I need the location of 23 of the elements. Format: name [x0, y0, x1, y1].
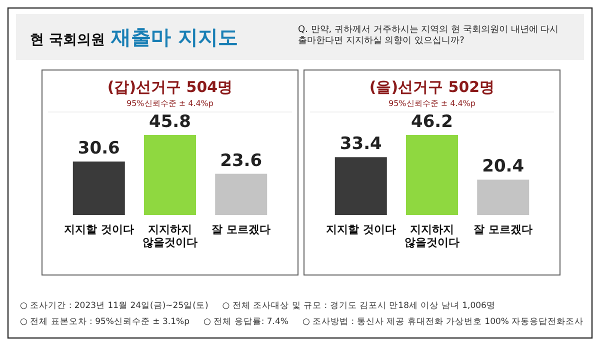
x-tick-label: 잘 모르겠다 [474, 223, 533, 236]
chart-title: (갑)선거구 504명 [107, 78, 233, 96]
text: Q. 만약, 귀하께서 거주하시는 지역의 현 국회의원이 내년에 다시 출마한다면 지지하실 의향이 있으십니까? [298, 25, 559, 46]
x-tick-label: 지지할 것이다 [62, 223, 134, 236]
text: ○ 전체 응답률: 7.4% [204, 317, 288, 327]
text: 현 국회의원 재출마 지지도 [30, 25, 238, 49]
x-tick-label: 지지하지 않을것이다 [404, 223, 460, 250]
data-label: 20.4 [482, 156, 524, 177]
chart-subtitle: 95%신뢰수준 ± 4.4%p [126, 99, 214, 108]
text: ○ 전체 조사대상 및 규모 : 경기도 김포시 만18세 이상 남녀 1,006명 [222, 301, 496, 311]
chart-title: (을)선거구 502명 [369, 78, 495, 96]
data-label: 30.6 [78, 138, 120, 159]
text: ○ 전체 표본오차 : 95%신뢰수준 ± 3.1%p [20, 317, 190, 327]
data-label: 23.6 [220, 150, 262, 171]
data-label: 45.8 [149, 112, 191, 132]
x-tick-label: 지지하지 않을것이다 [142, 223, 198, 250]
data-label: 46.2 [411, 112, 453, 132]
text: ○ 조사방법 : 통신사 제공 휴대전화 가상번호 100% 자동응답전화조사 [302, 317, 584, 327]
x-tick-label: 지지할 것이다 [324, 223, 396, 236]
x-tick-label: 잘 모르겠다 [212, 223, 271, 236]
chart-subtitle: 95%신뢰수준 ± 4.4%p [388, 99, 476, 108]
text: ○ 조사기간 : 2023년 11월 24일(금)~25일(토) [20, 301, 208, 311]
data-label: 33.4 [340, 134, 382, 154]
